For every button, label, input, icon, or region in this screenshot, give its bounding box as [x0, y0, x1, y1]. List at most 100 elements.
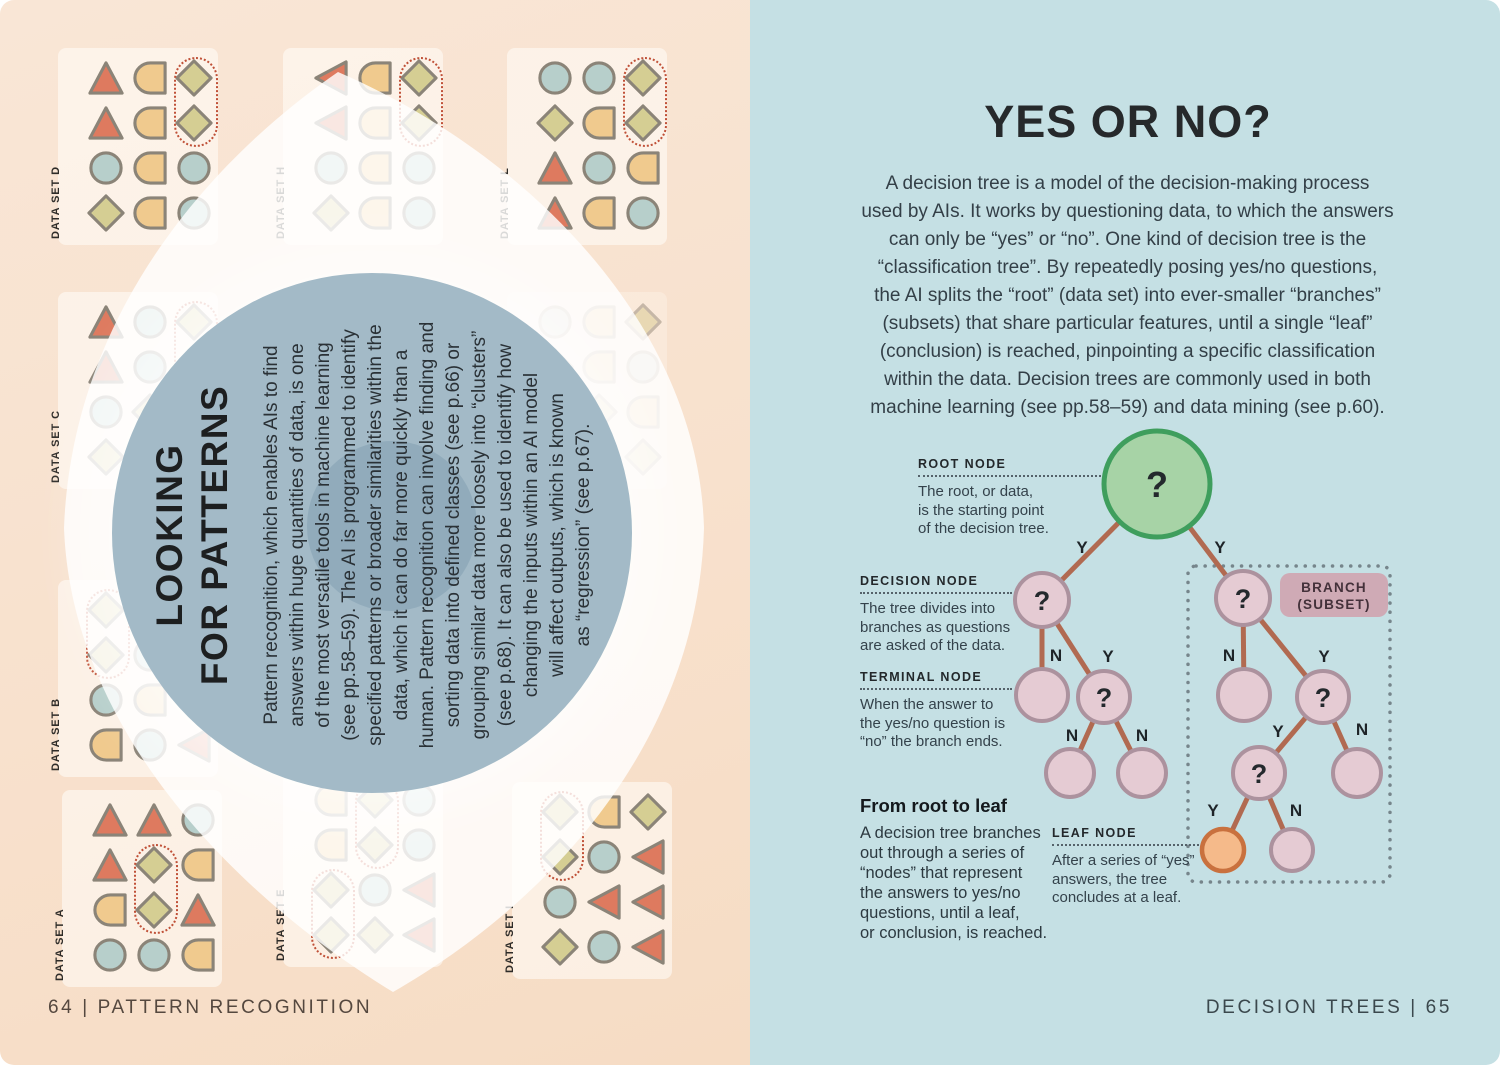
dataset-cell — [541, 883, 579, 921]
dotted-leader-line — [918, 475, 1101, 477]
dataset-cell — [629, 883, 667, 921]
dataset-cell — [624, 194, 662, 232]
dataset-cell — [179, 891, 217, 929]
shape-cir-icon — [543, 885, 577, 919]
dataset-cell — [536, 104, 574, 142]
shape-tri-icon — [180, 893, 216, 927]
text-line: (see p.68). It can also be used to ident… — [495, 343, 517, 727]
tree-node-terminal — [1269, 827, 1315, 873]
footer-left: 64 | PATTERN RECOGNITION — [48, 997, 373, 1018]
annotation-text: When the answer to the yes/no question is… — [860, 696, 1060, 752]
shape-cir-icon — [538, 61, 572, 95]
shape-dia-icon — [87, 194, 125, 232]
dataset-cell — [536, 149, 574, 187]
shape-arch-icon — [133, 196, 167, 230]
shape-tri-icon — [587, 884, 621, 920]
shape-tri-icon — [88, 106, 124, 140]
decision-tree-diagram: BRANCH(SUBSET)???? ??Y YN YN NN YY NY N — [1013, 428, 1392, 884]
dataset-cell — [629, 793, 667, 831]
text-line: “nodes” that represent — [860, 864, 1023, 882]
text-line: or conclusion, is reached. — [860, 924, 1048, 942]
text-line: can only be “yes” or “no”. One kind of d… — [888, 229, 1367, 250]
from-root-heading: From root to leaf — [860, 795, 1007, 816]
pattern-highlight-outline — [623, 57, 667, 147]
tree-node-decision — [1076, 669, 1132, 725]
annotation-root-node: ROOT NODE The root, or data, is the start… — [918, 457, 1118, 539]
text-line: as “regression” (see p.67). — [573, 423, 595, 647]
title-line-2: FOR PATTERNS — [194, 384, 235, 686]
dotted-leader-line — [860, 688, 1012, 690]
tree-node-decision — [1214, 569, 1272, 627]
text-line: sorting data into defined classes (see p… — [443, 342, 465, 728]
dataset-cell — [585, 883, 623, 921]
edge-label: N — [1066, 726, 1078, 745]
branch-subset-badge — [1280, 573, 1388, 617]
dataset-cell — [580, 149, 618, 187]
dataset-cell — [131, 59, 169, 97]
text-line: branches as questions — [860, 618, 1011, 636]
dataset-cell — [629, 838, 667, 876]
tree-node-terminal — [1216, 667, 1272, 723]
edge-label: Y — [1102, 647, 1114, 666]
text-line: of the most versatile tools in machine l… — [313, 342, 335, 728]
dataset-cell — [175, 149, 213, 187]
dataset-cell — [135, 936, 173, 974]
shape-tri-icon — [631, 884, 665, 920]
text-line: used by AIs. It works by questioning dat… — [861, 201, 1394, 222]
question-mark: ? — [1034, 586, 1051, 616]
annotation-heading: LEAF NODE — [1052, 826, 1137, 840]
dataset-cell — [131, 194, 169, 232]
shape-cir-icon — [93, 938, 127, 972]
pattern-recognition-paragraph: Pattern recognition, which enables AIs t… — [259, 322, 597, 749]
text-line: concludes at a leaf. — [1052, 889, 1182, 906]
shape-arch-icon — [93, 893, 127, 927]
dataset-cell — [585, 838, 623, 876]
text-line: (see pp.58–59). The AI is programmed to … — [339, 329, 361, 741]
dataset-cell — [179, 936, 217, 974]
dataset-cell — [624, 149, 662, 187]
question-mark: ? — [1315, 683, 1332, 713]
shape-cir-icon — [582, 61, 616, 95]
text-line: the yes/no question is — [860, 714, 1006, 732]
page-right-decision-trees: YES OR NO? A decision tree is a model of… — [750, 0, 1500, 1065]
edge-label: Y — [1214, 538, 1226, 557]
shape-arch-icon — [626, 151, 660, 185]
tree-node-decision — [1231, 745, 1287, 801]
shape-tri-icon — [631, 839, 665, 875]
decision-tree-paragraph: A decision tree is a model of the decisi… — [815, 170, 1440, 422]
edge-label: Y — [1207, 801, 1219, 820]
text-line: A decision tree is a model of the decisi… — [885, 173, 1370, 194]
dataset-cell — [131, 149, 169, 187]
shape-arch-icon — [582, 106, 616, 140]
question-mark: ? — [1251, 759, 1268, 789]
tree-node-terminal — [1014, 667, 1070, 723]
text-line: (subsets) that share particular features… — [882, 313, 1373, 334]
text-line: is the starting point — [918, 501, 1044, 519]
pattern-highlight-outline — [174, 57, 218, 147]
edge-label: N — [1050, 646, 1062, 665]
text-line: After a series of “yes” — [1052, 852, 1195, 869]
tree-node-leaf — [1199, 826, 1247, 874]
annotation-heading: DECISION NODE — [860, 574, 979, 588]
shape-tri-icon — [537, 151, 573, 185]
shape-dia-icon — [629, 793, 667, 831]
text-line: When the answer to — [860, 696, 994, 713]
annotation-decision-node: DECISION NODE The tree divides into branc… — [860, 574, 1060, 656]
dataset-cell — [629, 928, 667, 966]
text-line: grouping similar data more loosely into … — [469, 330, 491, 740]
tree-node-decision — [1295, 669, 1351, 725]
page-title-right: YES OR NO? — [984, 96, 1272, 147]
shape-tri-icon — [136, 803, 172, 837]
dotted-leader-line — [1052, 844, 1199, 846]
dataset-cell — [536, 59, 574, 97]
shape-arch-icon — [133, 151, 167, 185]
edge-label: N — [1290, 801, 1302, 820]
tree-node-root — [1101, 428, 1213, 540]
edge-label: N — [1356, 720, 1368, 739]
text-line: questions, until a leaf, — [860, 904, 1020, 922]
from-root-text: A decision tree branches out through a se… — [860, 823, 1070, 943]
text-line: of the decision tree. — [918, 520, 1049, 537]
footer-right: DECISION TREES | 65 — [1205, 997, 1452, 1018]
text-line: The tree divides into — [860, 600, 996, 617]
